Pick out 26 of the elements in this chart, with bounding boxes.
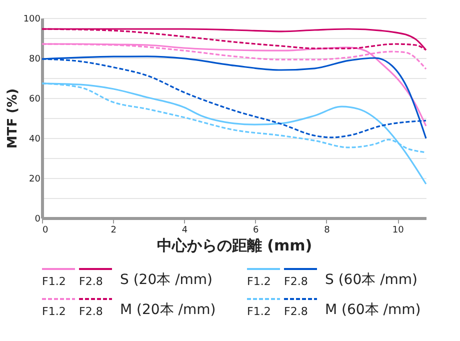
legend-label: F1.2 [42, 305, 66, 318]
text: M (60本 /mm) [325, 302, 421, 318]
x-axis-title: 中心からの距離 (mm) [156, 236, 312, 254]
x-tick-label: 6 [252, 226, 259, 236]
x-tick-label: 4 [182, 226, 188, 236]
y-tick-label: 0 [34, 214, 41, 224]
x-tick-label: 2 [110, 226, 116, 236]
legend-label: F1.2 [247, 305, 271, 318]
legend-label: F2.8 [79, 305, 103, 318]
y-tick-label: 100 [23, 14, 41, 24]
x-tick-label: 8 [324, 226, 330, 236]
y-tick-label: 20 [29, 174, 41, 184]
x-tick-label: 10 [392, 226, 404, 236]
y-tick-label: 40 [29, 134, 41, 144]
legend-label: F1.2 [247, 275, 271, 288]
text: M (20本 /mm) [120, 302, 216, 318]
y-tick-label: 60 [29, 94, 41, 104]
y-axis-title: MTF (%) [5, 88, 20, 149]
x-tick-label: 0 [42, 226, 48, 236]
legend-label: F2.8 [284, 305, 308, 318]
text: S (60本 /mm) [325, 272, 418, 288]
text: S (20本 /mm) [120, 272, 213, 288]
y-tick-label: 80 [29, 54, 41, 64]
legend-label: F1.2 [42, 275, 66, 288]
legend-label: F2.8 [79, 275, 103, 288]
legend-label: F2.8 [284, 275, 308, 288]
